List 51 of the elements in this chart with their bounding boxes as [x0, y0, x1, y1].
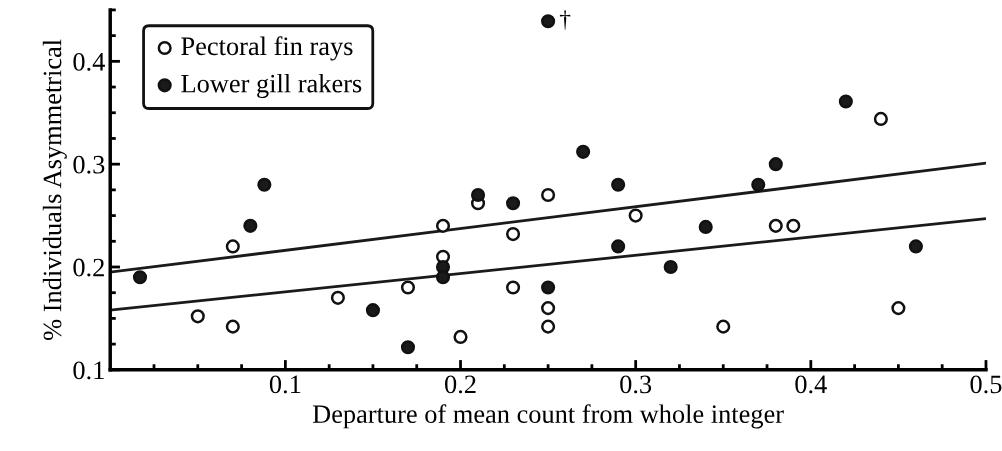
point [768, 157, 783, 172]
x-tick-label: 0.5 [970, 375, 1002, 394]
annotation: † [559, 10, 571, 30]
x-tick-label: 0.3 [620, 375, 652, 394]
point [663, 259, 678, 275]
point [611, 239, 626, 254]
point [435, 270, 451, 285]
point [365, 303, 380, 318]
y-axis-title: % Individuals Asymmetrical [42, 39, 67, 340]
x-tick-label: 0.2 [445, 375, 476, 394]
point [698, 219, 713, 234]
point [891, 301, 906, 316]
point [506, 280, 521, 295]
x-axis-title: Departure of mean count from whole integer [312, 404, 784, 429]
point [908, 239, 923, 254]
x-tick-label: 0.1 [269, 375, 301, 394]
point [628, 208, 643, 223]
point [751, 177, 766, 192]
point [257, 177, 272, 192]
point [132, 270, 148, 285]
point [225, 319, 240, 334]
point [541, 301, 556, 316]
y-tick-label: 0.4 [73, 52, 105, 71]
point [541, 187, 556, 203]
point [400, 340, 416, 355]
point [611, 177, 626, 192]
point [576, 144, 591, 159]
point [470, 187, 486, 203]
point [330, 290, 345, 305]
x-tick-label: 0.4 [795, 375, 827, 394]
point [453, 329, 468, 344]
point [435, 218, 451, 233]
point [225, 239, 240, 254]
y-tick-label: 0.1 [73, 361, 104, 380]
point [541, 319, 556, 334]
point [506, 227, 521, 242]
point [838, 94, 853, 109]
y-tick-label: 0.3 [73, 155, 105, 174]
point [541, 14, 556, 29]
point [190, 309, 205, 324]
point [768, 218, 783, 233]
point [243, 218, 258, 233]
legend-label: Pectoral fin rays [181, 36, 353, 61]
legend-label: Lower gill rakers [181, 73, 362, 98]
y-tick-label: 0.2 [73, 258, 104, 277]
point [400, 280, 416, 295]
point [716, 319, 731, 334]
point [873, 111, 888, 126]
point [541, 280, 556, 295]
point [786, 218, 801, 233]
point [506, 196, 521, 211]
